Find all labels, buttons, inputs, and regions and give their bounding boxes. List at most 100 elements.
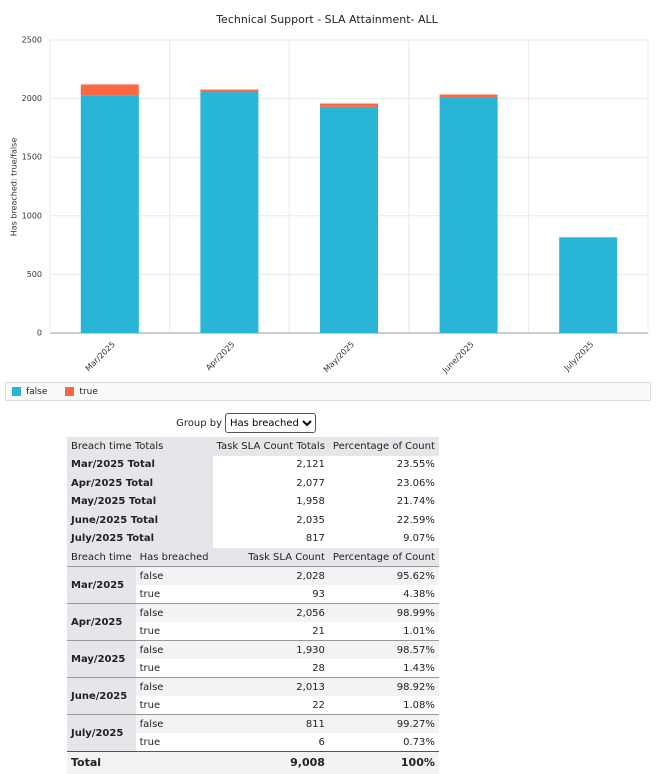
table-cell: Total — [67, 751, 213, 774]
table-cell: 2,121 — [296, 459, 325, 471]
chart: Technical Support - SLA Attainment- ALL … — [10, 13, 649, 376]
table-row: Apr/2025 false 2,056 98.99% — [67, 603, 439, 641]
table-row: true 22 1.08% — [67, 696, 439, 715]
table-cell: Percentage of Count — [328, 437, 439, 456]
table-row: June/2025 false 2,013 98.92% — [67, 677, 439, 715]
table-cell: July/2025 Total — [67, 529, 213, 548]
table-cell: 817 — [305, 533, 325, 545]
y-tick-label: 2500 — [22, 36, 42, 45]
chart-title: Technical Support - SLA Attainment- ALL — [215, 13, 438, 26]
legend-label: true — [79, 386, 98, 397]
table-cell: true — [139, 736, 161, 748]
table-cell: 21.74% — [396, 496, 435, 508]
table-cell: May/2025 Total — [67, 492, 213, 511]
table-cell: 23.06% — [396, 477, 435, 489]
table-cell: June/2025 Total — [67, 511, 213, 530]
table-cell: 23.55% — [396, 459, 435, 471]
table-cell: 98.92% — [328, 677, 439, 696]
table-cell: Task SLA Count Totals — [212, 437, 329, 456]
table-cell: 95.62% — [328, 566, 439, 585]
group-by-label: Group by — [176, 417, 222, 429]
y-tick-label: 2000 — [22, 94, 42, 103]
table-cell: 22 — [312, 699, 325, 711]
table-cell: 811 — [212, 714, 329, 733]
legend-swatch — [65, 387, 75, 396]
x-tick-label: June/2025 — [440, 340, 476, 376]
table-cell: 9,008 — [212, 751, 329, 774]
table-cell: 22.59% — [396, 514, 435, 526]
bar-segment — [439, 97, 498, 333]
bar-segment — [200, 92, 259, 333]
table-cell: June/2025 — [67, 677, 136, 715]
legend-label: false — [26, 386, 48, 397]
table-row: true 21 1.01% — [67, 622, 439, 641]
table-cell: true — [139, 588, 161, 600]
table-cell: Breach time Totals — [67, 437, 213, 456]
table-cell: false — [135, 677, 213, 696]
data-table: Breach time Totals Task SLA Count Totals P… — [67, 437, 439, 774]
bar-segment — [439, 94, 498, 98]
table-row: Mar/2025 false 2,028 95.62% — [67, 566, 439, 604]
bar-segment — [200, 89, 259, 93]
legend-swatch — [12, 387, 21, 396]
table-cell: false — [135, 603, 213, 622]
table-cell: Mar/2025 Total — [67, 455, 213, 474]
table-cell: 100% — [328, 751, 439, 774]
table-cell: 99.27% — [328, 714, 439, 733]
table-cell: 28 — [312, 662, 325, 674]
table-cell: 1,930 — [212, 640, 329, 659]
table-cell: 93 — [312, 588, 325, 600]
y-axis-label: Has breached: true/false — [10, 138, 19, 237]
table-row: true 93 4.38% — [67, 585, 439, 604]
bar-segment — [559, 237, 618, 333]
table-row: Breach time Totals Task SLA Count Totals P… — [67, 437, 439, 456]
group-by: Group by Has breached — [150, 413, 410, 433]
table-cell: 2,013 — [212, 677, 329, 696]
table-cell: false — [135, 566, 213, 585]
table-cell: 2,028 — [212, 566, 329, 585]
bar-segment — [320, 103, 378, 107]
table-cell: false — [135, 714, 213, 733]
group-by-select[interactable]: Has breached — [225, 413, 316, 433]
table-cell: July/2025 — [67, 714, 136, 752]
table-cell: 98.57% — [328, 640, 439, 659]
table-row: July/2025 false 811 99.27% — [67, 714, 439, 752]
y-tick-label: 0 — [37, 329, 42, 338]
table-cell: true — [139, 699, 161, 711]
bar-segment — [80, 84, 139, 96]
table-cell: Mar/2025 — [67, 566, 136, 604]
table-cell: 6 — [318, 736, 325, 748]
bar-segment — [80, 95, 139, 334]
table-cell: Apr/2025 — [67, 603, 136, 641]
table-cell: 98.99% — [328, 603, 439, 622]
table-row: June/2025 Total 2,035 22.59% — [67, 511, 439, 530]
table-cell: 21 — [312, 625, 325, 637]
table-cell: 0.73% — [403, 736, 435, 748]
table-row: Breach time Has breached Task SLA Count Per… — [67, 548, 439, 567]
table-cell: Breach time — [67, 548, 136, 567]
table-cell: 1.43% — [403, 662, 435, 674]
y-tick-label: 500 — [27, 270, 42, 279]
table-cell: 2,077 — [296, 477, 325, 489]
table-cell: 9.07% — [403, 533, 435, 545]
legend-item: true — [65, 386, 98, 397]
table-cell: 4.38% — [403, 588, 435, 600]
y-tick-label: 1000 — [22, 211, 42, 220]
table-cell: Has breached — [135, 548, 213, 567]
table-row: Total 9,008 100% — [67, 751, 439, 774]
table-row: May/2025 Total 1,958 21.74% — [67, 492, 439, 511]
table-cell: 1,958 — [296, 496, 325, 508]
table-row: true 28 1.43% — [67, 659, 439, 678]
table-cell: 1.01% — [403, 625, 435, 637]
table-cell: Percentage of Count — [328, 548, 439, 567]
table-cell: Task SLA Count — [212, 548, 329, 567]
bar-segment — [320, 106, 378, 333]
table-cell: 2,035 — [296, 514, 325, 526]
x-tick-label: Apr/2025 — [204, 340, 236, 372]
table-cell: false — [135, 640, 213, 659]
legend: false true — [5, 382, 651, 401]
x-tick-label: July/2025 — [562, 340, 596, 374]
table-cell: true — [139, 662, 161, 674]
table-cell: Apr/2025 Total — [67, 474, 213, 493]
table-row: May/2025 false 1,930 98.57% — [67, 640, 439, 678]
